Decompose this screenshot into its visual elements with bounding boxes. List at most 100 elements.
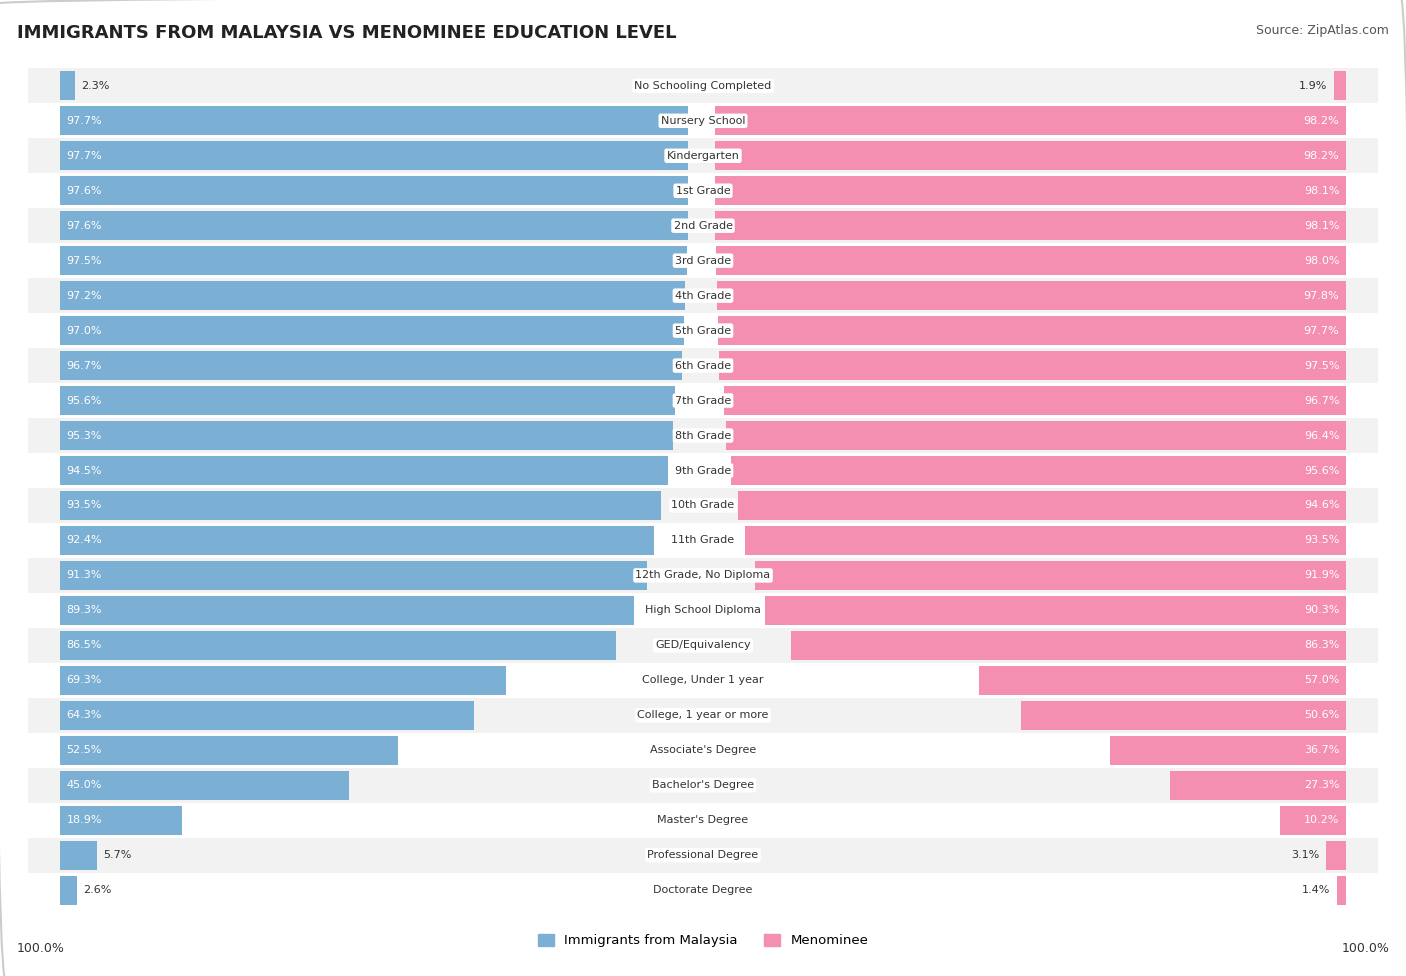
Text: 100.0%: 100.0% (17, 942, 65, 955)
Bar (717, 281, 1346, 310)
Legend: Immigrants from Malaysia, Menominee: Immigrants from Malaysia, Menominee (537, 934, 869, 948)
Bar (714, 142, 1346, 170)
Text: 91.3%: 91.3% (66, 570, 103, 581)
Text: 92.4%: 92.4% (66, 536, 103, 546)
Text: 95.6%: 95.6% (1303, 466, 1340, 475)
Text: IMMIGRANTS FROM MALAYSIA VS MENOMINEE EDUCATION LEVEL: IMMIGRANTS FROM MALAYSIA VS MENOMINEE ED… (17, 24, 676, 42)
Bar (28, 733, 1378, 768)
Bar (60, 142, 688, 170)
Text: 1st Grade: 1st Grade (676, 185, 730, 196)
Bar (28, 698, 1378, 733)
Bar (716, 212, 1346, 240)
Text: Professional Degree: Professional Degree (647, 850, 759, 860)
Text: Master's Degree: Master's Degree (658, 815, 748, 826)
Text: 11th Grade: 11th Grade (672, 536, 734, 546)
Text: Nursery School: Nursery School (661, 116, 745, 126)
Text: 97.8%: 97.8% (1303, 291, 1340, 301)
Text: 94.5%: 94.5% (66, 466, 103, 475)
Bar (28, 628, 1378, 663)
Text: 52.5%: 52.5% (66, 746, 103, 755)
Text: 45.0%: 45.0% (66, 780, 103, 791)
Text: 97.6%: 97.6% (66, 185, 103, 196)
Text: 64.3%: 64.3% (66, 711, 103, 720)
Bar (60, 526, 654, 554)
Text: 3rd Grade: 3rd Grade (675, 256, 731, 265)
Bar (60, 212, 688, 240)
Text: 7th Grade: 7th Grade (675, 395, 731, 406)
Bar (724, 386, 1346, 415)
Bar (28, 418, 1378, 453)
Text: College, Under 1 year: College, Under 1 year (643, 675, 763, 685)
Text: 95.3%: 95.3% (66, 430, 103, 440)
Text: 98.1%: 98.1% (1303, 221, 1340, 230)
Bar (60, 71, 75, 101)
Bar (1337, 875, 1346, 905)
Text: 94.6%: 94.6% (1303, 501, 1340, 510)
Text: 5th Grade: 5th Grade (675, 326, 731, 336)
Text: 57.0%: 57.0% (1303, 675, 1340, 685)
Text: 2nd Grade: 2nd Grade (673, 221, 733, 230)
Text: 93.5%: 93.5% (66, 501, 103, 510)
Text: 90.3%: 90.3% (1303, 605, 1340, 616)
Text: 36.7%: 36.7% (1303, 746, 1340, 755)
Bar (60, 771, 350, 799)
Text: 97.0%: 97.0% (66, 326, 103, 336)
Bar (28, 174, 1378, 208)
Bar (28, 383, 1378, 418)
Bar (1021, 701, 1346, 730)
Bar (716, 177, 1346, 205)
Text: Bachelor's Degree: Bachelor's Degree (652, 780, 754, 791)
Bar (980, 666, 1346, 695)
Bar (725, 422, 1346, 450)
Bar (60, 351, 682, 380)
Text: High School Diploma: High School Diploma (645, 605, 761, 616)
Bar (738, 491, 1346, 520)
Bar (60, 806, 181, 834)
Text: Source: ZipAtlas.com: Source: ZipAtlas.com (1256, 24, 1389, 37)
Text: 98.0%: 98.0% (1303, 256, 1340, 265)
Bar (765, 596, 1346, 625)
Bar (28, 802, 1378, 837)
Bar (28, 488, 1378, 523)
Text: Kindergarten: Kindergarten (666, 150, 740, 161)
Text: 95.6%: 95.6% (66, 395, 103, 406)
Text: 91.9%: 91.9% (1303, 570, 1340, 581)
Text: 97.5%: 97.5% (1303, 360, 1340, 371)
Bar (28, 558, 1378, 592)
Bar (718, 351, 1346, 380)
Bar (28, 278, 1378, 313)
Bar (1326, 841, 1346, 870)
Text: 98.2%: 98.2% (1303, 150, 1340, 161)
Bar (28, 837, 1378, 873)
Text: Associate's Degree: Associate's Degree (650, 746, 756, 755)
Bar (792, 631, 1346, 660)
Bar (28, 663, 1378, 698)
Text: 1.9%: 1.9% (1299, 81, 1327, 91)
Bar (731, 456, 1346, 485)
Text: 2.3%: 2.3% (82, 81, 110, 91)
Bar (60, 491, 661, 520)
Bar (28, 768, 1378, 802)
Bar (60, 281, 685, 310)
Bar (716, 246, 1346, 275)
Bar (745, 526, 1346, 554)
Text: 5.7%: 5.7% (103, 850, 132, 860)
Bar (60, 631, 616, 660)
Bar (1170, 771, 1346, 799)
Bar (28, 68, 1378, 103)
Text: 98.2%: 98.2% (1303, 116, 1340, 126)
Bar (714, 106, 1346, 135)
Text: 6th Grade: 6th Grade (675, 360, 731, 371)
Bar (28, 348, 1378, 383)
Bar (60, 316, 683, 345)
Bar (28, 523, 1378, 558)
Bar (28, 453, 1378, 488)
Bar (60, 596, 634, 625)
Bar (28, 243, 1378, 278)
Bar (60, 456, 668, 485)
Text: 18.9%: 18.9% (66, 815, 103, 826)
Text: 8th Grade: 8th Grade (675, 430, 731, 440)
Text: 27.3%: 27.3% (1303, 780, 1340, 791)
Text: 69.3%: 69.3% (66, 675, 103, 685)
Bar (60, 386, 675, 415)
